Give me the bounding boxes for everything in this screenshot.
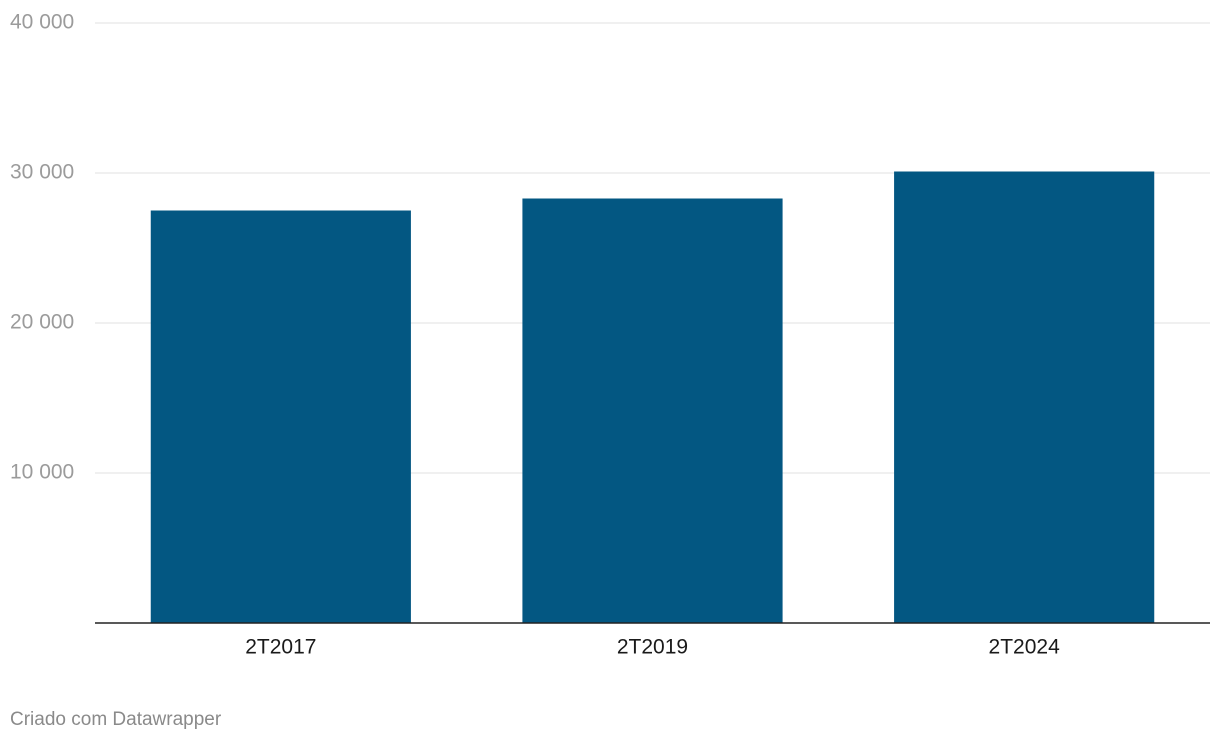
x-tick-label: 2T2024	[989, 636, 1061, 659]
y-tick-label: 40 000	[10, 11, 74, 34]
bar	[522, 198, 783, 623]
y-tick-label: 30 000	[10, 161, 74, 184]
y-tick-label: 20 000	[10, 311, 74, 334]
x-tick-label: 2T2019	[617, 636, 688, 659]
bar	[894, 171, 1155, 623]
x-tick-label: 2T2017	[245, 636, 316, 659]
y-tick-label: 10 000	[10, 461, 74, 484]
credit: Criado com Datawrapper	[10, 709, 222, 730]
bar	[150, 210, 411, 623]
